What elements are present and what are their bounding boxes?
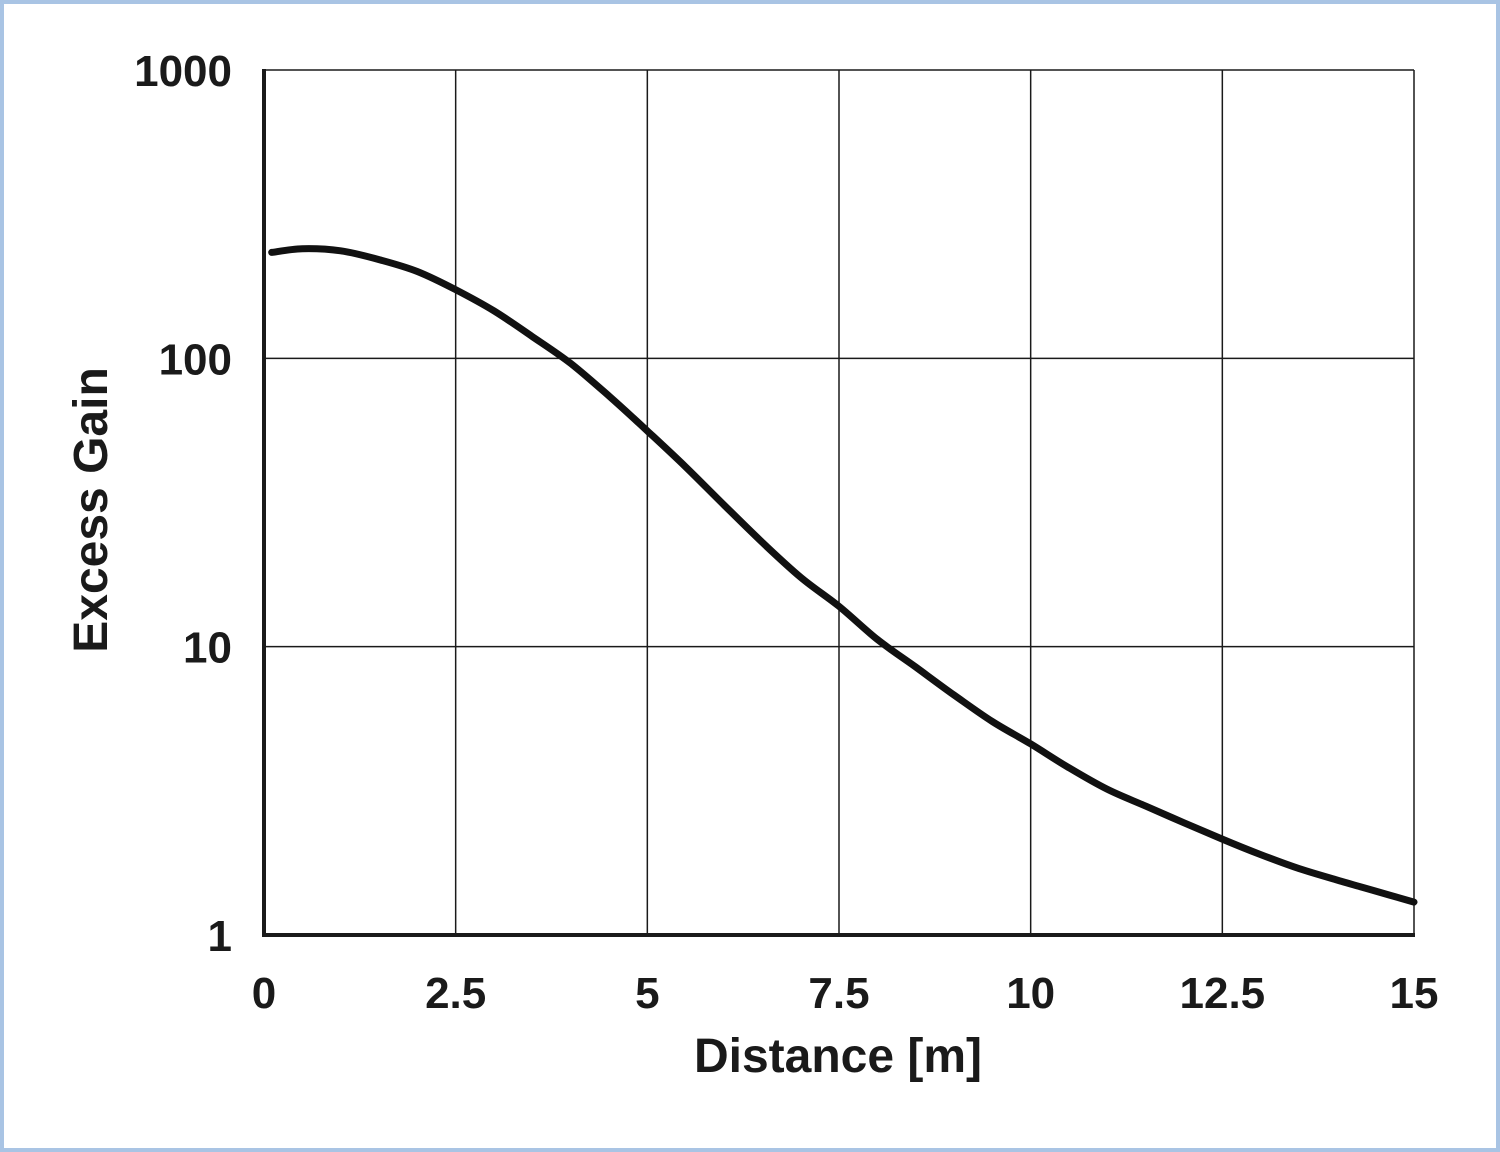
x-tick-label: 10 <box>1006 969 1055 1018</box>
grid-lines <box>264 69 1414 935</box>
x-axis-label: Distance [m] <box>694 1030 982 1083</box>
y-axis-label: Excess Gain <box>65 367 118 653</box>
x-tick-label: 7.5 <box>808 969 869 1018</box>
x-tick-label: 0 <box>252 969 276 1018</box>
y-tick-label: 100 <box>159 335 232 384</box>
x-tick-label: 2.5 <box>425 969 486 1018</box>
excess-gain-curve <box>268 245 1418 906</box>
y-tick-labels: 1000 100 10 1 <box>134 47 232 961</box>
y-tick-label: 1000 <box>134 47 232 96</box>
x-tick-label: 5 <box>635 969 659 1018</box>
x-tick-label: 12.5 <box>1180 969 1266 1018</box>
plot-axes <box>262 69 1415 937</box>
y-tick-label: 1 <box>208 912 232 961</box>
x-tick-label: 15 <box>1390 969 1439 1018</box>
x-tick-labels: 0 2.5 5 7.5 10 12.5 15 <box>252 969 1439 1018</box>
y-tick-label: 10 <box>183 624 232 673</box>
